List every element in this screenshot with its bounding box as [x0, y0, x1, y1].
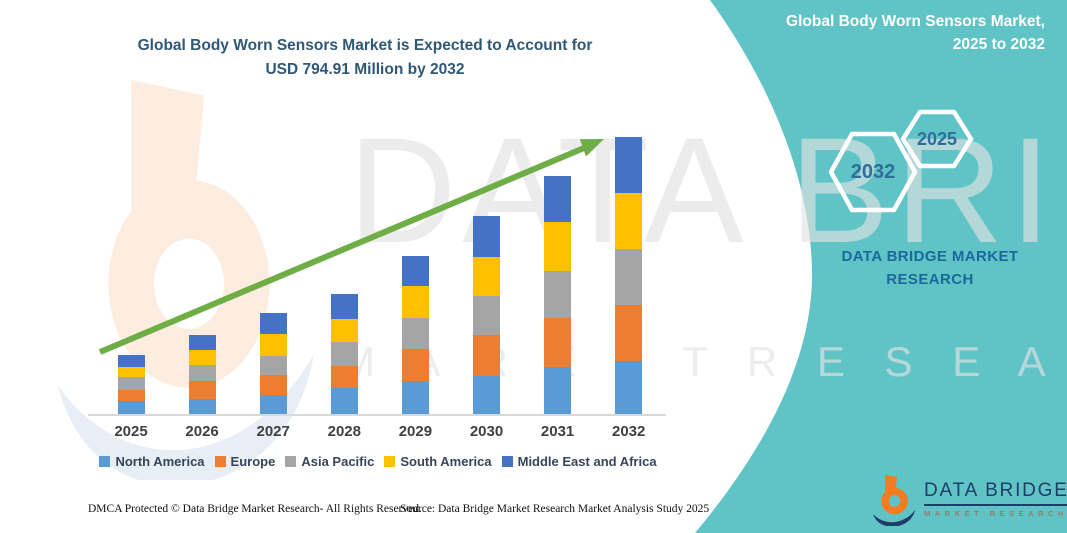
legend-item-south-america: South America: [384, 454, 492, 469]
bar-segment-north-america: [259, 394, 287, 415]
year-label-2031: 2031: [540, 423, 575, 440]
brand-text-line1: DATA BRIDGE MARKET: [841, 248, 1019, 265]
hexagon-label-2025: 2025: [916, 129, 958, 149]
legend-swatch-north-america: [99, 456, 111, 467]
legend-label-middle-east-and-africa: Middle East and Africa: [517, 454, 657, 469]
year-label-2028: 2028: [327, 423, 361, 440]
hexagon-2025: [900, 109, 974, 169]
footer-dmca-text: DMCA Protected © Data Bridge Market Rese…: [88, 503, 422, 515]
bar-segment-europe: [259, 374, 287, 395]
legend-label-south-america: South America: [400, 454, 492, 469]
bar-segment-north-america: [615, 360, 643, 415]
year-label-2029: 2029: [398, 423, 433, 440]
legend-label-north-america: North America: [115, 454, 205, 469]
legend-label-asia-pacific: Asia Pacific: [301, 454, 375, 469]
bar-segment-south-america: [117, 366, 145, 378]
panel-heading-line1: Global Body Worn Sensors Market,: [786, 13, 1045, 30]
chart-title: Global Body Worn Sensors Market is Expec…: [95, 34, 635, 82]
legend-label-europe: Europe: [230, 454, 276, 469]
brand-text: DATA BRIDGE MARKET RESEARCH: [818, 246, 1042, 291]
year-label-2027: 2027: [256, 423, 290, 440]
bar-segment-europe: [615, 304, 643, 361]
chart-legend: North America Europe Asia Pacific South Ame…: [86, 454, 670, 469]
x-axis-line: [88, 414, 666, 416]
bar-segment-asia-pacific: [188, 364, 216, 382]
year-label-2032: 2032: [612, 423, 646, 440]
bar-segment-middle-east-and-africa: [615, 137, 643, 194]
legend-swatch-europe: [214, 456, 226, 467]
legend-item-europe: Europe: [214, 454, 276, 469]
footer-logo-subtext: MARKET RESEARCH: [924, 509, 1067, 518]
year-label-2025: 2025: [114, 423, 148, 440]
hexagon-label-2032: 2032: [850, 161, 896, 183]
year-label-2026: 2026: [185, 423, 219, 440]
legend-swatch-south-america: [384, 456, 396, 467]
bar-segment-europe: [330, 365, 358, 389]
hexagon-2032: [828, 131, 918, 213]
bar-segment-asia-pacific: [117, 377, 145, 390]
chart-title-line1: Global Body Worn Sensors Market is Expec…: [137, 37, 593, 54]
bar-segment-europe: [117, 390, 145, 402]
bar-segment-north-america: [188, 398, 216, 415]
legend-item-north-america: North America: [99, 454, 205, 469]
data-bridge-logo-icon: [873, 475, 915, 526]
bar-segment-asia-pacific: [259, 355, 287, 375]
footer-logo-text: DATA BRIDGE MARKET RESEARCH: [924, 480, 1067, 518]
year-label-2030: 2030: [469, 423, 504, 440]
bar-segment-asia-pacific: [615, 248, 643, 305]
bar-segment-north-america: [401, 380, 429, 415]
legend-item-middle-east-and-africa: Middle East and Africa: [501, 454, 657, 469]
footer-logo: DATA BRIDGE MARKET RESEARCH: [872, 472, 1067, 528]
panel-heading: Global Body Worn Sensors Market, 2025 to…: [728, 10, 1045, 57]
bar-segment-north-america: [544, 366, 572, 415]
panel-heading-line2: 2025 to 2032: [952, 36, 1045, 54]
bar-segment-north-america: [473, 376, 500, 415]
legend-swatch-asia-pacific: [285, 456, 297, 467]
bar-segment-south-america: [615, 193, 643, 249]
legend-swatch-middle-east-and-africa: [501, 456, 513, 467]
bar-2025: [117, 355, 145, 415]
footer-source-text: Source: Data Bridge Market Research Mark…: [400, 503, 710, 515]
bar-2032: [615, 137, 643, 415]
footer-logo-name: DATA BRIDGE: [924, 480, 1067, 506]
brand-text-line2: RESEARCH: [886, 270, 974, 288]
bar-segment-middle-east-and-africa: [117, 355, 145, 367]
bar-segment-north-america: [117, 401, 145, 415]
bar-segment-north-america: [330, 388, 358, 415]
bar-segment-europe: [188, 381, 216, 399]
teal-panel-shape: [695, 0, 1067, 533]
legend-item-asia-pacific: Asia Pacific: [285, 454, 374, 469]
chart-title-line2: USD 794.91 Million by 2032: [265, 61, 465, 79]
